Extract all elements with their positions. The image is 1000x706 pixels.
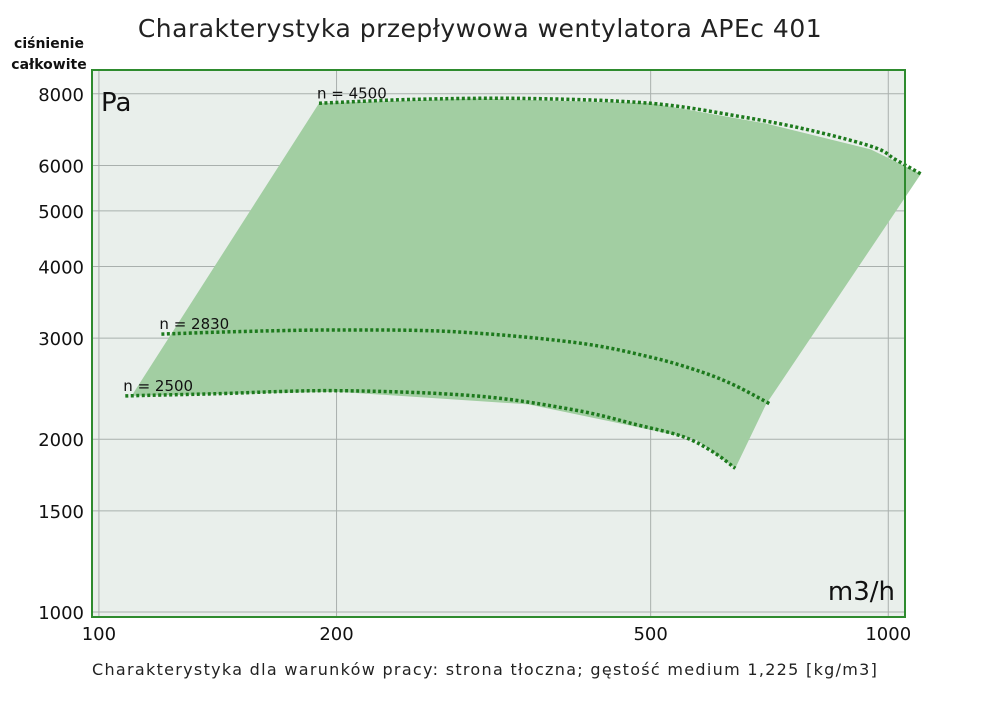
- chart-title: Charakterystyka przepływowa wentylatora …: [137, 14, 823, 43]
- y-axis-name-line1: ciśnienie: [14, 36, 84, 52]
- speed-curve-3: [125, 388, 737, 470]
- x-tick-labels: 100 200 500 1000: [82, 624, 911, 645]
- y-tick-2000: 2000: [38, 430, 84, 451]
- x-tick-1000: 1000: [865, 624, 911, 645]
- y-tick-1500: 1500: [38, 502, 84, 523]
- speed-curve-label-1: n = 4500: [317, 84, 387, 102]
- y-tick-4000: 4000: [38, 257, 84, 278]
- operating-region: [131, 98, 921, 469]
- speed-curve-label-2: n = 2830: [159, 315, 229, 333]
- y-tick-8000: 8000: [38, 85, 84, 106]
- y-unit-label: Pa: [101, 88, 131, 118]
- speed-curve-label-3: n = 2500: [123, 377, 193, 395]
- x-tick-500: 500: [633, 624, 667, 645]
- y-tick-6000: 6000: [38, 156, 84, 177]
- y-tick-1000: 1000: [38, 603, 84, 624]
- x-unit-label: m3/h: [828, 577, 895, 607]
- y-axis-name-line2: całkowite: [11, 57, 87, 73]
- y-tick-5000: 5000: [38, 202, 84, 223]
- speed-curves: n = 4500 n = 2830 n = 2500: [123, 84, 922, 470]
- plot-frame: [91, 69, 906, 618]
- y-tick-3000: 3000: [38, 329, 84, 350]
- y-tick-labels: 1000 1500 2000 3000 4000 5000 6000 8000: [38, 85, 84, 624]
- x-tick-200: 200: [319, 624, 353, 645]
- speed-curve-1: [318, 96, 922, 176]
- y-axis-name: ciśnienie całkowite: [6, 34, 92, 76]
- speed-curve-2: [161, 328, 772, 406]
- conditions-note: Charakterystyka dla warunków pracy: stro…: [92, 660, 879, 679]
- x-tick-100: 100: [82, 624, 116, 645]
